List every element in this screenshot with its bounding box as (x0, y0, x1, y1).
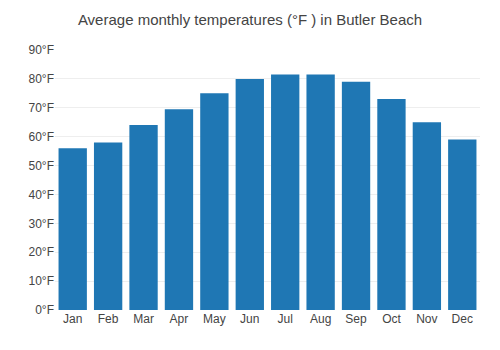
svg-text:20°F: 20°F (29, 245, 54, 259)
svg-text:Jul: Jul (278, 312, 293, 326)
svg-text:May: May (203, 312, 226, 326)
svg-text:40°F: 40°F (29, 188, 54, 202)
svg-text:Oct: Oct (382, 312, 401, 326)
svg-text:30°F: 30°F (29, 217, 54, 231)
svg-text:Feb: Feb (98, 312, 119, 326)
svg-text:Nov: Nov (416, 312, 437, 326)
svg-text:Jun: Jun (240, 312, 259, 326)
svg-text:Sep: Sep (345, 312, 367, 326)
svg-text:Mar: Mar (133, 312, 154, 326)
svg-text:0°F: 0°F (35, 303, 54, 317)
svg-text:70°F: 70°F (29, 101, 54, 115)
svg-text:Aug: Aug (310, 312, 331, 326)
svg-text:80°F: 80°F (29, 72, 54, 86)
svg-text:50°F: 50°F (29, 159, 54, 173)
svg-text:Dec: Dec (452, 312, 473, 326)
svg-text:90°F: 90°F (29, 43, 54, 57)
svg-text:10°F: 10°F (29, 274, 54, 288)
svg-text:Apr: Apr (170, 312, 189, 326)
svg-text:Average monthly temperatures (: Average monthly temperatures (°F ) in Bu… (78, 11, 422, 28)
svg-text:Jan: Jan (63, 312, 82, 326)
svg-text:60°F: 60°F (29, 130, 54, 144)
